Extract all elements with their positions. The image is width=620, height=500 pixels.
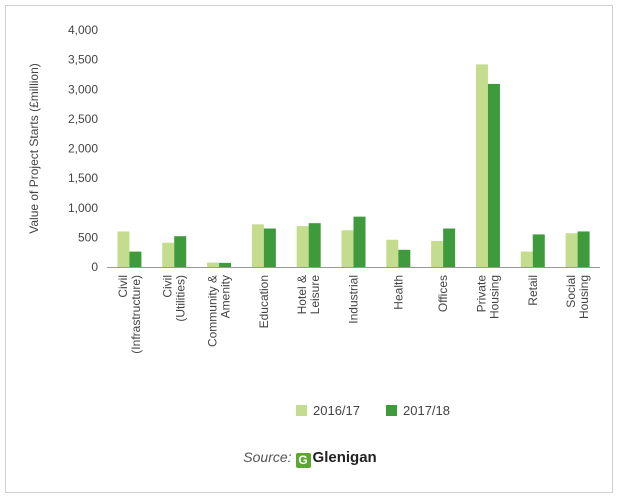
x-tick-label-group: Education <box>257 275 271 328</box>
x-tick-label: (Utilities) <box>174 275 188 322</box>
x-tick-label: (Infrastructure) <box>129 275 143 354</box>
bar-2017/18 <box>487 83 500 267</box>
bar-2017/18 <box>174 236 187 267</box>
bar-2017/18 <box>398 249 411 267</box>
bar-2016/17 <box>207 262 220 267</box>
y-tick-label: 0 <box>91 260 98 274</box>
y-tick-label: 500 <box>78 230 98 244</box>
y-tick-label: 1,000 <box>68 201 98 215</box>
x-tick-label-group: Offices <box>436 275 450 312</box>
x-tick-label-group: Civil (Utilities) <box>161 275 188 322</box>
bar-2016/17 <box>341 230 354 267</box>
x-tick-label-group: Community & Amenity <box>206 275 233 347</box>
bar-2016/17 <box>520 251 533 267</box>
bar-2016/17 <box>296 226 309 267</box>
legend-swatch-2017/18 <box>386 405 397 416</box>
bar-2016/17 <box>251 224 264 267</box>
x-tick-label-group: Social Housing <box>564 275 591 319</box>
x-tick-label: Community & <box>206 275 220 347</box>
x-tick-label: Social <box>564 275 578 308</box>
x-tick-label-group: Hotel & Leisure <box>295 275 322 315</box>
x-tick-label: Housing <box>487 275 501 319</box>
x-tick-label: Private <box>474 275 488 313</box>
x-tick-label: Housing <box>577 275 591 319</box>
y-tick-label: 3,500 <box>68 53 98 67</box>
bar-2016/17 <box>565 233 578 267</box>
legend-label: 2017/18 <box>403 403 450 418</box>
x-tick-label: Civil <box>116 275 130 298</box>
x-tick-label: Offices <box>436 275 450 312</box>
source-brand: Glenigan <box>312 449 377 466</box>
x-tick-label: Civil <box>161 275 175 298</box>
x-tick-label-group: Private Housing <box>474 275 501 319</box>
x-tick-label: Industrial <box>347 275 361 324</box>
bar-2017/18 <box>577 231 590 267</box>
bar-2017/18 <box>443 228 456 267</box>
y-tick-label: 4,000 <box>68 23 98 37</box>
bar-2017/18 <box>532 234 545 267</box>
source-note: Source: G Glenigan <box>0 449 620 468</box>
x-tick-label: Hotel & <box>295 275 309 314</box>
x-tick-label: Amenity <box>219 275 233 318</box>
legend-label: 2016/17 <box>313 403 360 418</box>
bar-2016/17 <box>162 242 175 267</box>
x-tick-label-group: Health <box>391 275 405 310</box>
y-tick-label: 1,500 <box>68 171 98 185</box>
x-tick-label: Health <box>391 275 405 310</box>
source-label: Source: <box>243 449 292 465</box>
y-tick-label: 2,500 <box>68 112 98 126</box>
x-tick-label-group: Retail <box>526 275 540 306</box>
x-tick-label: Retail <box>526 275 540 306</box>
bar-2017/18 <box>129 251 142 267</box>
x-tick-label-group: Industrial <box>347 275 361 324</box>
bar-2017/18 <box>263 228 276 267</box>
bar-2017/18 <box>353 216 366 267</box>
x-tick-label-group: Civil (Infrastructure) <box>116 275 143 354</box>
bar-2016/17 <box>431 240 444 267</box>
bar-2016/17 <box>475 64 488 268</box>
x-tick-label: Education <box>257 275 271 328</box>
bar-2017/18 <box>219 262 232 267</box>
x-tick-label: Leisure <box>308 275 322 315</box>
bar-2016/17 <box>117 231 130 267</box>
glenigan-logo-icon: G <box>295 453 311 468</box>
y-tick-label: 2,000 <box>68 142 98 156</box>
bar-2017/18 <box>308 223 321 267</box>
bar-2016/17 <box>386 239 399 267</box>
y-tick-label: 3,000 <box>68 82 98 96</box>
y-axis-title: Value of Project Starts (£million) <box>27 63 41 234</box>
legend-swatch-2016/17 <box>296 405 307 416</box>
